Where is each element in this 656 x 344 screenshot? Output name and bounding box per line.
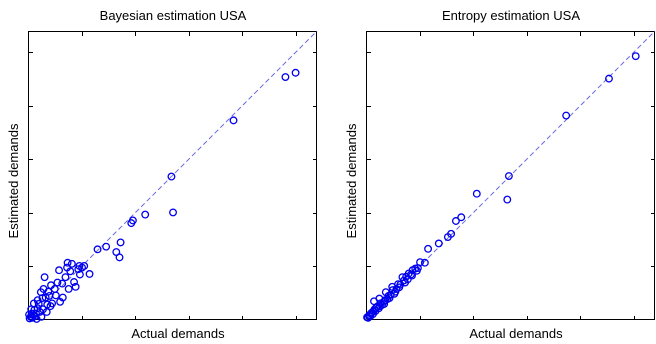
data-point bbox=[281, 73, 290, 81]
data-point bbox=[67, 259, 76, 268]
data-point bbox=[291, 68, 300, 77]
data-point bbox=[71, 282, 80, 291]
data-point bbox=[605, 74, 613, 83]
data-point bbox=[388, 286, 397, 294]
tick-marks bbox=[367, 32, 655, 320]
data-point bbox=[388, 282, 397, 291]
data-point bbox=[64, 285, 73, 293]
data-point bbox=[390, 289, 399, 298]
data-points bbox=[363, 52, 640, 322]
reference-line bbox=[27, 30, 318, 321]
chart-title: Bayesian estimation USA bbox=[100, 8, 247, 23]
data-point bbox=[102, 242, 111, 251]
data-points bbox=[25, 68, 300, 323]
y-axis-label: Estimated demands bbox=[6, 123, 21, 238]
data-point bbox=[380, 299, 389, 308]
data-point bbox=[74, 265, 83, 274]
data-point bbox=[167, 172, 176, 181]
data-point bbox=[141, 210, 150, 219]
data-point bbox=[55, 266, 63, 275]
data-point bbox=[631, 52, 640, 61]
data-point bbox=[78, 263, 87, 272]
data-point bbox=[375, 302, 384, 311]
data-point bbox=[27, 305, 36, 314]
panel-entropy: Entropy estimation USA Actual demands Esti… bbox=[344, 8, 656, 341]
data-point bbox=[42, 308, 51, 316]
data-point bbox=[420, 258, 429, 267]
data-point bbox=[127, 219, 136, 228]
data-point bbox=[34, 299, 43, 308]
data-point bbox=[375, 294, 384, 303]
data-point bbox=[116, 238, 125, 247]
data-point bbox=[50, 285, 59, 293]
y-axis-label: Estimated demands bbox=[344, 123, 359, 238]
data-point bbox=[443, 233, 452, 241]
data-point bbox=[451, 217, 460, 225]
data-point bbox=[403, 275, 412, 284]
data-point bbox=[85, 270, 94, 278]
data-point bbox=[504, 172, 513, 180]
data-point bbox=[32, 314, 41, 323]
panel-bayesian: Bayesian estimation USA Actual demands Est… bbox=[6, 8, 318, 341]
data-point bbox=[70, 278, 78, 286]
data-point bbox=[47, 281, 55, 290]
data-point bbox=[229, 116, 238, 125]
data-point bbox=[46, 302, 55, 311]
data-point bbox=[115, 253, 124, 262]
x-axis-label: Actual demands bbox=[469, 326, 563, 341]
data-point bbox=[53, 278, 62, 287]
data-point bbox=[37, 312, 46, 321]
data-point bbox=[381, 288, 390, 297]
data-point bbox=[51, 291, 60, 300]
data-point bbox=[562, 111, 571, 120]
axes-frame bbox=[28, 31, 317, 320]
data-point bbox=[56, 297, 65, 306]
data-point bbox=[412, 266, 421, 275]
axes-frame bbox=[366, 31, 655, 320]
data-point bbox=[457, 213, 466, 222]
data-point bbox=[61, 273, 70, 282]
x-axis-label: Actual demands bbox=[131, 326, 225, 341]
data-point bbox=[40, 273, 49, 282]
data-point bbox=[63, 258, 72, 267]
data-point bbox=[434, 239, 443, 248]
data-point bbox=[424, 244, 433, 253]
data-point bbox=[38, 294, 47, 303]
data-point bbox=[80, 261, 89, 270]
data-point bbox=[44, 287, 53, 296]
chart-title: Entropy estimation USA bbox=[442, 8, 580, 23]
data-point bbox=[93, 245, 102, 254]
data-point bbox=[58, 279, 67, 288]
data-point bbox=[503, 195, 512, 204]
data-point bbox=[169, 208, 177, 217]
tick-marks bbox=[29, 32, 317, 320]
data-point bbox=[33, 296, 42, 305]
data-point bbox=[385, 294, 394, 303]
data-point bbox=[75, 270, 84, 279]
data-point bbox=[472, 189, 481, 198]
data-point bbox=[66, 267, 75, 276]
